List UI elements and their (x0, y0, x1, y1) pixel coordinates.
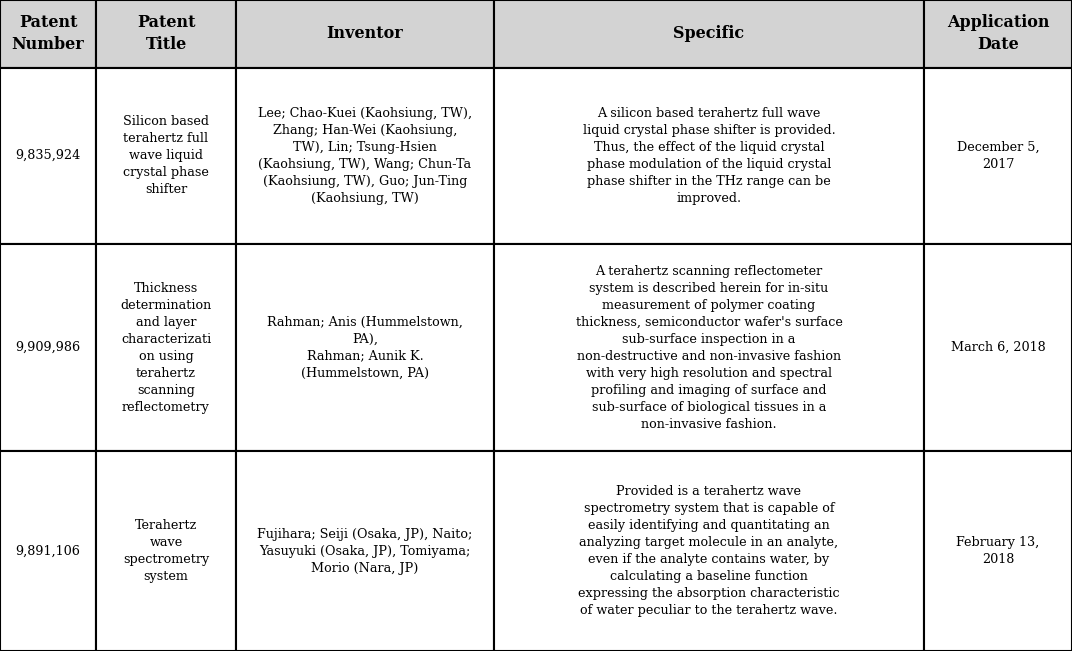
Bar (96, 451, 236, 651)
Text: 9,909,986: 9,909,986 (15, 341, 80, 354)
Text: December 5,
2017: December 5, 2017 (956, 141, 1040, 171)
Bar (494, 0, 924, 68)
Bar (0, 243, 96, 451)
Text: Inventor: Inventor (327, 25, 403, 42)
Text: Rahman; Anis (Hummelstown,
PA),
Rahman; Aunik K.
(Hummelstown, PA): Rahman; Anis (Hummelstown, PA), Rahman; … (267, 316, 463, 380)
Bar (494, 451, 924, 651)
Bar (924, 243, 1072, 451)
Text: Lee; Chao-Kuei (Kaohsiung, TW),
Zhang; Han-Wei (Kaohsiung,
TW), Lin; Tsung-Hsien: Lee; Chao-Kuei (Kaohsiung, TW), Zhang; H… (258, 107, 472, 205)
Bar (236, 243, 494, 451)
Bar (0, 451, 96, 651)
Bar (494, 68, 924, 243)
Text: A silicon based terahertz full wave
liquid crystal phase shifter is provided.
Th: A silicon based terahertz full wave liqu… (582, 107, 835, 205)
Text: Thickness
determination
and layer
characterizati
on using
terahertz
scanning
ref: Thickness determination and layer charac… (120, 282, 211, 413)
Text: Terahertz
wave
spectrometry
system: Terahertz wave spectrometry system (123, 519, 209, 583)
Bar (924, 68, 1072, 243)
Bar (0, 68, 96, 243)
Bar (236, 68, 494, 243)
Bar (236, 0, 494, 68)
Text: March 6, 2018: March 6, 2018 (951, 341, 1045, 354)
Text: Specific: Specific (673, 25, 745, 42)
Bar (96, 68, 236, 243)
Text: Patent
Title: Patent Title (137, 14, 195, 53)
Text: A terahertz scanning reflectometer
system is described herein for in-situ
measur: A terahertz scanning reflectometer syste… (576, 264, 843, 430)
Text: Fujihara; Seiji (Osaka, JP), Naito;
Yasuyuki (Osaka, JP), Tomiyama;
Morio (Nara,: Fujihara; Seiji (Osaka, JP), Naito; Yasu… (257, 528, 473, 575)
Text: Application
Date: Application Date (947, 14, 1049, 53)
Bar (494, 243, 924, 451)
Bar (924, 0, 1072, 68)
Bar (0, 0, 96, 68)
Bar (96, 0, 236, 68)
Bar (236, 451, 494, 651)
Text: 9,891,106: 9,891,106 (16, 545, 80, 558)
Text: Silicon based
terahertz full
wave liquid
crystal phase
shifter: Silicon based terahertz full wave liquid… (123, 115, 209, 196)
Bar (96, 243, 236, 451)
Bar (924, 451, 1072, 651)
Text: Patent
Number: Patent Number (12, 14, 85, 53)
Text: February 13,
2018: February 13, 2018 (956, 536, 1040, 566)
Text: Provided is a terahertz wave
spectrometry system that is capable of
easily ident: Provided is a terahertz wave spectrometr… (578, 485, 839, 617)
Text: 9,835,924: 9,835,924 (15, 149, 80, 162)
